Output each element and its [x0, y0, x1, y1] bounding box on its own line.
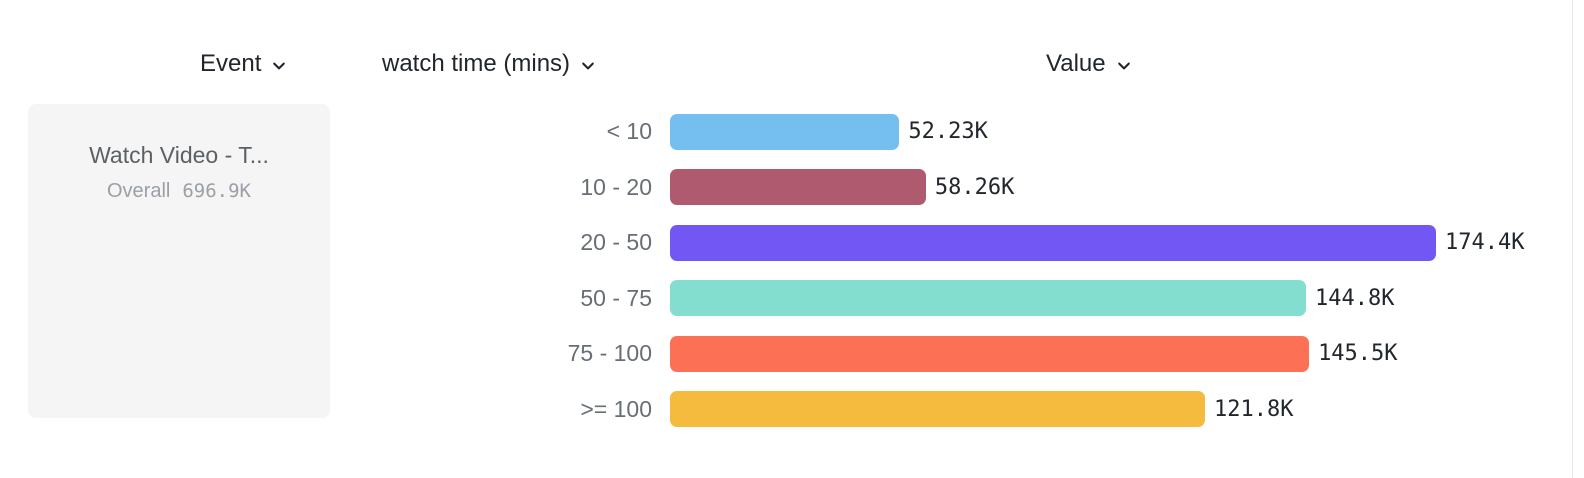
bar-fill[interactable]	[670, 113, 900, 150]
bar-fill[interactable]	[670, 335, 1310, 372]
column-header-row: Event watch time (mins) Value	[0, 44, 1573, 90]
event-card-overall-value: 696.9K	[182, 179, 251, 202]
bar-row[interactable]: 75 - 100 145.5K	[0, 326, 1573, 382]
bar-value-label: 145.5K	[1318, 341, 1398, 367]
bar-fill[interactable]	[670, 280, 1306, 317]
bar-track: 144.8K	[670, 280, 1563, 317]
bar-row[interactable]: 20 - 50 174.4K	[0, 215, 1573, 271]
bar-category-label: >= 100	[580, 395, 652, 422]
bar-track: 174.4K	[670, 224, 1563, 261]
bar-value-label: 144.8K	[1314, 285, 1395, 311]
bar-value-label: 121.8K	[1213, 396, 1294, 422]
bar-category-label: 50 - 75	[580, 284, 652, 311]
column-header-value-label: Value	[1046, 50, 1106, 77]
bar-track: 52.23K	[670, 113, 1563, 150]
column-header-value[interactable]: Value	[1046, 52, 1132, 76]
chevron-down-icon[interactable]	[271, 58, 287, 74]
bar-row[interactable]: < 10 52.23K	[0, 104, 1573, 160]
bar-category-label: 10 - 20	[580, 173, 652, 200]
bar-category-label: 75 - 100	[567, 340, 652, 367]
bar-value-label: 52.23K	[908, 119, 988, 145]
chevron-down-icon[interactable]	[1116, 58, 1132, 74]
bar-category-label: 20 - 50	[580, 229, 652, 256]
bar-fill[interactable]	[670, 391, 1205, 428]
bar-value-label: 174.4K	[1445, 230, 1525, 256]
bar-value-label: 58.26K	[934, 174, 1015, 200]
bar-track: 145.5K	[670, 335, 1563, 372]
event-card-overall-label: Overall	[107, 179, 171, 202]
bar-category-label: < 10	[606, 118, 652, 145]
bar-row[interactable]: 10 - 20 58.26K	[0, 160, 1573, 216]
chevron-down-icon[interactable]	[580, 58, 596, 74]
column-header-event[interactable]: Event	[200, 52, 287, 76]
bar-row[interactable]: 50 - 75 144.8K	[0, 271, 1573, 327]
bar-chart: < 10 52.23K 10 - 20 58.26K 20 - 50 174.4K 50 -…	[0, 104, 1573, 437]
column-header-event-label: Event	[200, 50, 262, 77]
bar-track: 58.26K	[670, 169, 1563, 206]
event-card-overall: Overall 696.9K	[28, 180, 330, 203]
bar-row[interactable]: >= 100 121.8K	[0, 382, 1573, 438]
bar-track: 121.8K	[670, 391, 1563, 428]
scrollbar-track[interactable]	[1561, 0, 1572, 478]
bar-fill[interactable]	[670, 169, 926, 206]
event-card[interactable]: Watch Video - T... Overall 696.9K	[28, 104, 330, 418]
column-header-metric[interactable]: watch time (mins)	[382, 52, 596, 76]
column-header-metric-label: watch time (mins)	[382, 50, 571, 77]
bar-fill[interactable]	[670, 224, 1436, 261]
